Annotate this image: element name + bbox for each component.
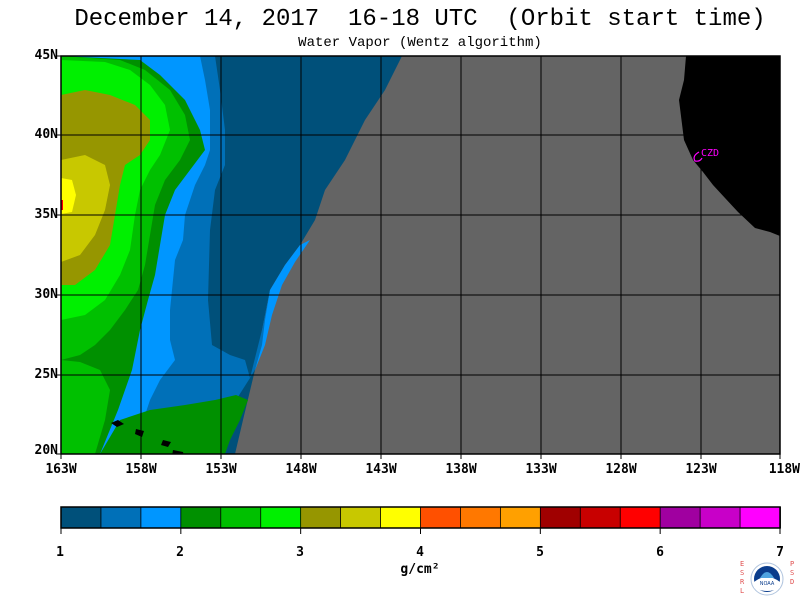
lon-label-123w: 123W [685, 462, 717, 477]
axis-ticks [56, 55, 781, 459]
island-hawaii-2 [135, 429, 144, 437]
island-hawaii-1 [111, 420, 124, 427]
logo-center-text: NOAA [760, 581, 775, 587]
lon-label-118w: 118W [768, 462, 800, 477]
colorbar [60, 506, 781, 534]
colorbar-swatch [380, 506, 422, 529]
colorbar-swatch [260, 506, 302, 529]
colorbar-swatch [659, 506, 702, 529]
lon-label-138w: 138W [445, 462, 477, 477]
colorbar-swatch [220, 506, 262, 529]
colorbar-swatch [300, 506, 342, 529]
vapor-region-yellow-olive [61, 155, 110, 262]
colorbar-swatch [499, 506, 542, 529]
colorbar-swatch [100, 506, 142, 529]
station-marker [693, 151, 703, 162]
lat-label-35n: 35N [34, 207, 58, 222]
colorbar-swatch [420, 506, 462, 529]
lat-label-40n: 40N [34, 127, 58, 142]
lon-label-128w: 128W [605, 462, 637, 477]
colorbar-tick-4: 4 [416, 545, 424, 560]
colorbar-tick-2: 2 [176, 545, 184, 560]
colorbar-swatch [340, 506, 382, 529]
lat-label-25n: 25N [34, 367, 58, 382]
lon-label-158w: 158W [125, 462, 157, 477]
graticule [61, 56, 780, 454]
lon-label-133w: 133W [525, 462, 557, 477]
colorbar-swatch [460, 506, 502, 529]
colorbar-swatch [739, 506, 781, 529]
lon-label-143w: 143W [365, 462, 397, 477]
vapor-region-dark-green-south [100, 395, 248, 454]
colorbar-swatch [619, 506, 662, 529]
lat-label-20n: 20N [34, 443, 58, 458]
lon-label-163w: 163W [45, 462, 77, 477]
chart-subtitle: Water Vapor (Wentz algorithm) [298, 35, 542, 51]
colorbar-units: g/cm² [400, 562, 440, 577]
lat-label-45n: 45N [34, 48, 58, 63]
island-hawaii-3 [161, 440, 171, 447]
vapor-region-yellow [61, 178, 76, 214]
land-north-america [679, 56, 780, 236]
chart-title: December 14, 2017 16-18 UTC (Orbit start… [74, 6, 766, 33]
map-frame [60, 55, 781, 455]
colorbar-swatch [699, 506, 741, 529]
lon-label-148w: 148W [285, 462, 317, 477]
colorbar-swatch [180, 506, 222, 529]
lat-label-30n: 30N [34, 287, 58, 302]
colorbar-tick-3: 3 [296, 545, 304, 560]
station-label: CZD [701, 148, 719, 159]
colorbar-swatch [140, 506, 182, 529]
colorbar-tick-1: 1 [56, 545, 64, 560]
colorbar-tick-7: 7 [776, 545, 784, 560]
colorbar-tick-5: 5 [536, 545, 544, 560]
colorbar-swatch [539, 506, 582, 529]
vapor-region-mid-green-south [61, 360, 110, 454]
colorbar-swatch [60, 506, 102, 529]
colorbar-tick-6: 6 [656, 545, 664, 560]
lon-label-153w: 153W [205, 462, 237, 477]
island-hawaii-4 [172, 450, 184, 454]
colorbar-swatch [579, 506, 622, 529]
